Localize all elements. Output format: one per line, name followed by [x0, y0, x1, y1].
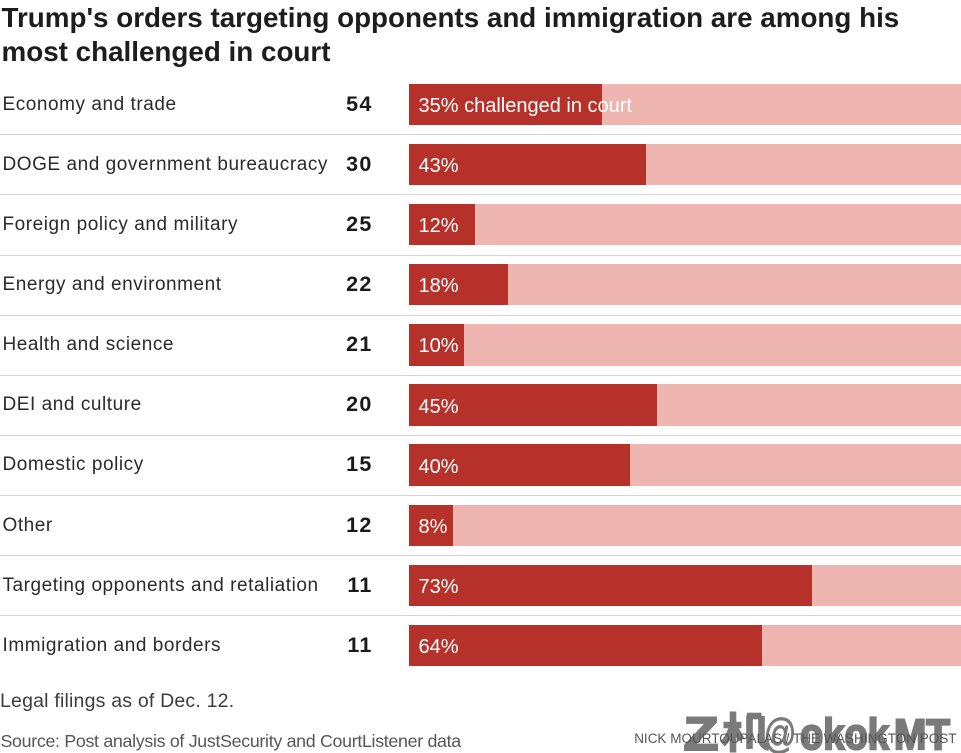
svg-text:MT: MT: [894, 711, 950, 753]
svg-text:@: @: [764, 710, 797, 753]
svg-text:okok: okok: [800, 710, 889, 753]
svg-text:Z: Z: [684, 707, 719, 753]
